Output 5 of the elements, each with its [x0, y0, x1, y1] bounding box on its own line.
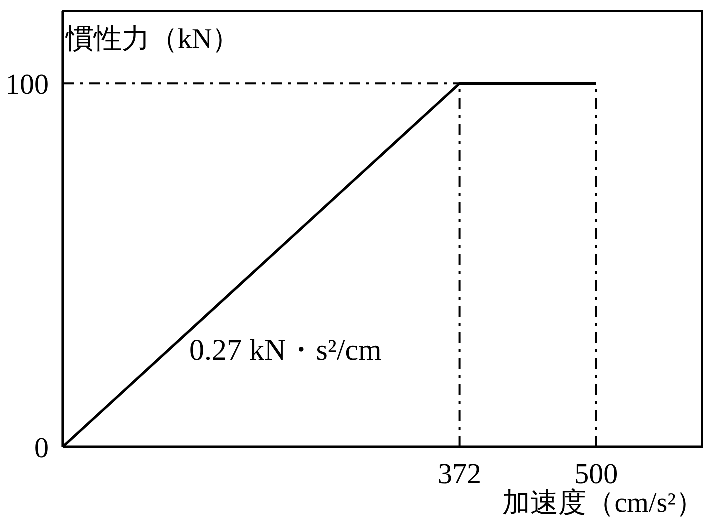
y-tick-label: 0 — [34, 432, 49, 464]
y-axis-title: 慣性力（kN） — [66, 23, 240, 57]
annotation: 0.27 kN・s²/cm — [190, 334, 382, 368]
y-tick-label: 100 — [6, 68, 49, 101]
x-tick-label: 372 — [438, 458, 482, 491]
